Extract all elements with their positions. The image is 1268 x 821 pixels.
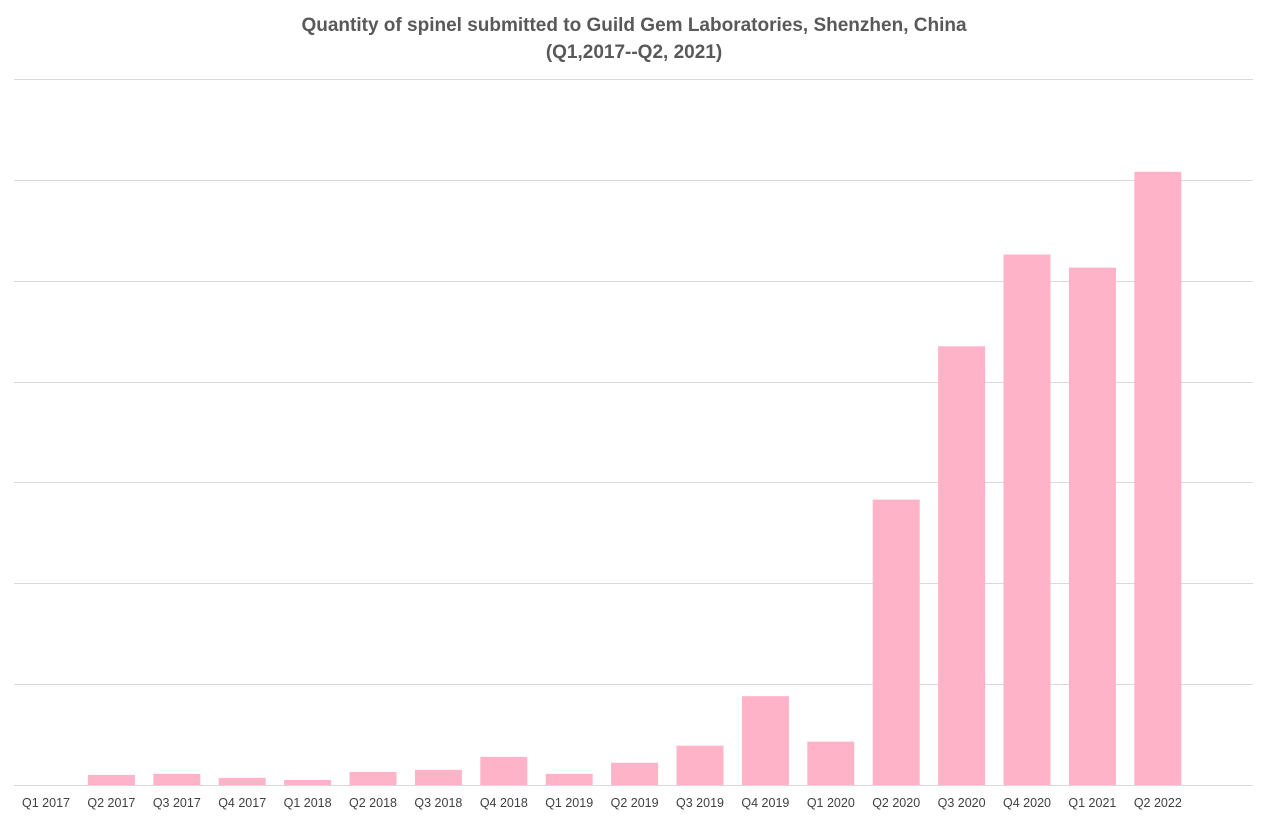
bar-q1-2021	[1068, 267, 1116, 786]
bar-q1-2020	[807, 741, 855, 785]
x-tick-labels: Q1 2017 Q2 2017 Q3 2017 Q4 2017 Q1 2018 Q2 20…	[22, 796, 1182, 810]
bar-q1-2018	[284, 780, 332, 785]
x-tick-label: Q2 2017	[87, 796, 135, 810]
bar-q4-2019	[741, 696, 789, 785]
chart-title: Quantity of spinel submitted to Guild Ge…	[0, 12, 1268, 66]
x-tick-label: Q2 2020	[872, 796, 920, 810]
bar-q3-2018	[414, 769, 462, 785]
chart-title-line1: Quantity of spinel submitted to Guild Ge…	[301, 15, 967, 36]
bar-q3-2017	[153, 773, 201, 785]
bar-q2-2017	[87, 774, 135, 785]
x-tick-label: Q3 2020	[938, 796, 986, 810]
x-tick-label: Q1 2017	[22, 796, 70, 810]
x-tick-label: Q1 2021	[1068, 796, 1116, 810]
x-tick-label: Q1 2018	[284, 796, 332, 810]
x-tick-label: Q1 2020	[807, 796, 855, 810]
bar-q4-2018	[480, 756, 528, 785]
bar-q4-2020	[1003, 254, 1051, 785]
chart-title-line2: (Q1,2017--Q2, 2021)	[545, 42, 723, 63]
x-tick-label: Q3 2018	[414, 796, 462, 810]
bar-q2-2022	[1134, 171, 1182, 786]
bar-q3-2020	[938, 346, 986, 785]
gridlines	[14, 79, 1253, 786]
x-tick-label: Q2 2022	[1134, 796, 1182, 810]
bars	[87, 171, 1182, 786]
x-tick-label: Q2 2019	[611, 796, 659, 810]
x-tick-label: Q1 2019	[545, 796, 593, 810]
bar-q1-2019	[545, 773, 593, 785]
bar-q2-2019	[611, 762, 659, 785]
x-tick-label: Q4 2019	[741, 796, 789, 810]
x-tick-label: Q3 2017	[153, 796, 201, 810]
x-tick-label: Q4 2017	[218, 796, 266, 810]
x-tick-label: Q3 2019	[676, 796, 724, 810]
bar-q2-2018	[349, 771, 397, 785]
x-tick-label: Q4 2020	[1003, 796, 1051, 810]
bar-q3-2019	[676, 745, 724, 785]
bar-q4-2017	[218, 777, 266, 785]
x-tick-label: Q2 2018	[349, 796, 397, 810]
x-tick-label: Q4 2018	[480, 796, 528, 810]
bar-q2-2020	[872, 499, 920, 785]
